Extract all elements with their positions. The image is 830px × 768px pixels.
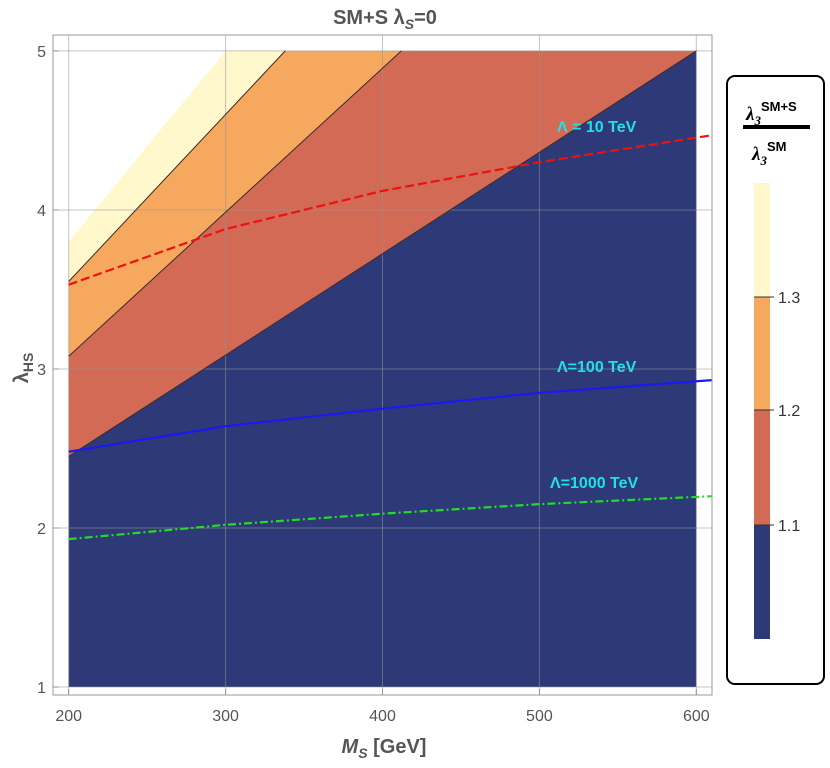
contour-line (68, 50, 697, 457)
colorbar-tick-label: 1.1 (778, 518, 800, 535)
colorbar-segment (754, 525, 770, 639)
contour-boundaries (68, 50, 697, 457)
y-tick-label: 3 (37, 362, 46, 379)
legend-title-numerator: λ3SM+S (745, 99, 797, 128)
y-tick-label: 1 (37, 680, 46, 697)
colorbar-legend: λ3SM+S λ3SM 1.1 1.2 1.3 (726, 75, 825, 685)
colorbar: 1.1 1.2 1.3 (754, 183, 800, 639)
legend-title-denominator: λ3SM (751, 139, 786, 168)
cutoff-lines (68, 134, 712, 541)
y-tick-label: 2 (37, 521, 46, 538)
colorbar-segment (754, 410, 770, 525)
y-tick-label: 4 (37, 203, 46, 220)
x-tick-label: 500 (526, 708, 553, 725)
x-tick-label: 300 (212, 708, 239, 725)
chart-title: SM+S λS=0 (333, 7, 437, 32)
contour-line (68, 50, 286, 282)
legend-frame (726, 75, 825, 685)
annotation-label: Λ=1000 TeV (550, 475, 639, 492)
contour-line (68, 50, 402, 357)
y-axis-label: λHS (11, 353, 36, 384)
x-axis-label: MS [GeV] (342, 736, 427, 761)
grid-lines (53, 35, 712, 695)
annotation-label: Λ = 10 TeV (557, 119, 637, 136)
colorbar-tick-label: 1.3 (778, 290, 800, 307)
colorbar-segment (754, 183, 770, 297)
series-line (68, 379, 712, 453)
series-line (68, 134, 712, 286)
line-annotations: Λ = 10 TeV Λ=100 TeV Λ=1000 TeV (550, 119, 639, 492)
series-line (68, 495, 712, 541)
x-tick-label: 600 (683, 708, 710, 725)
y-tick-label: 5 (37, 44, 46, 61)
x-tick-label: 400 (369, 708, 396, 725)
colorbar-segment (754, 297, 770, 410)
annotation-label: Λ=100 TeV (557, 359, 637, 376)
axis-ticks: 200 300 400 500 600 1 2 3 4 5 (37, 44, 710, 725)
colorbar-tick-label: 1.2 (778, 403, 800, 420)
x-tick-label: 200 (55, 708, 82, 725)
